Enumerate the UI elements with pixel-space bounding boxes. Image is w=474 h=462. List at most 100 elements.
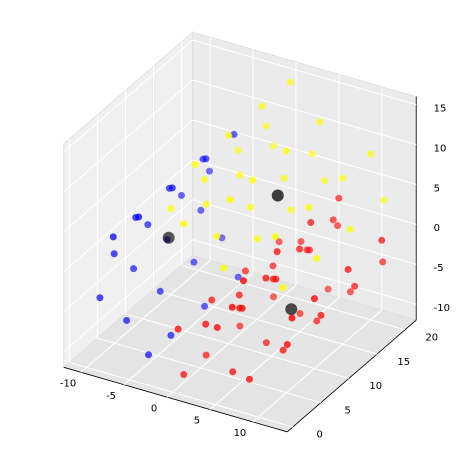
grid-line <box>166 284 297 398</box>
z-tick-label: -5 <box>434 263 444 274</box>
point <box>279 346 287 354</box>
z-tick-label: 0 <box>434 223 440 234</box>
point <box>262 339 270 347</box>
grid-line <box>63 79 194 193</box>
point <box>346 288 354 296</box>
point <box>339 174 347 182</box>
point <box>202 155 210 163</box>
point <box>269 262 277 270</box>
x-tick-label: 0 <box>151 403 157 414</box>
grid-line <box>63 199 194 312</box>
grid-line <box>209 297 340 410</box>
point <box>308 150 316 158</box>
point <box>202 320 210 328</box>
point <box>177 191 185 199</box>
point <box>206 167 214 175</box>
grid-line <box>181 264 406 331</box>
point <box>245 375 253 383</box>
point <box>271 189 284 202</box>
point <box>213 324 221 332</box>
point <box>279 284 287 292</box>
point <box>287 206 295 214</box>
axis-line <box>63 366 288 433</box>
point <box>269 293 277 301</box>
y-tick-label: 15 <box>397 357 410 368</box>
point <box>262 122 270 130</box>
point <box>191 161 199 169</box>
x-tick-label: -10 <box>60 378 76 389</box>
point <box>269 142 277 150</box>
y-tick-label: 5 <box>344 405 350 416</box>
point <box>201 176 209 184</box>
point <box>236 171 244 179</box>
point <box>238 304 246 312</box>
point <box>335 194 343 202</box>
point <box>144 351 152 359</box>
point <box>253 235 261 243</box>
point <box>110 250 118 258</box>
y-tick-label: 0 <box>316 430 322 441</box>
point <box>190 258 198 266</box>
point <box>180 220 188 228</box>
point <box>234 146 242 154</box>
point <box>96 294 104 302</box>
y-tick-label: 20 <box>425 333 438 344</box>
point <box>208 296 216 304</box>
grid-line <box>192 199 417 265</box>
point <box>317 311 325 319</box>
grid-line <box>192 79 417 146</box>
point <box>329 216 337 224</box>
grid-line <box>123 272 254 386</box>
point <box>213 232 221 240</box>
point <box>144 221 152 229</box>
point <box>367 150 375 158</box>
point <box>249 176 257 184</box>
grid-line <box>63 239 194 352</box>
x-tick-label: -5 <box>106 391 116 402</box>
grid-line <box>192 239 417 305</box>
point <box>230 130 238 138</box>
grid-line <box>63 39 194 153</box>
point <box>380 196 388 204</box>
point <box>167 205 175 213</box>
point <box>296 245 304 253</box>
point <box>344 265 352 273</box>
point <box>297 238 305 246</box>
point <box>180 371 188 379</box>
point <box>285 303 298 316</box>
point <box>283 340 291 348</box>
grid-line <box>192 39 417 106</box>
axis-line <box>286 319 417 433</box>
point <box>162 231 175 244</box>
grid-line <box>192 159 417 225</box>
point <box>307 218 315 226</box>
point <box>109 233 117 241</box>
point <box>273 248 281 256</box>
point <box>202 351 210 359</box>
z-tick-label: 10 <box>434 143 447 154</box>
point <box>324 285 332 293</box>
point <box>275 238 283 246</box>
grid-line <box>192 119 417 185</box>
x-tick-label: 10 <box>234 428 247 439</box>
point <box>313 317 321 325</box>
point <box>280 174 288 182</box>
x-tick-label: 5 <box>194 416 200 427</box>
point <box>201 302 209 310</box>
grid-line <box>153 289 378 355</box>
point <box>130 265 138 273</box>
point <box>296 309 304 317</box>
point <box>262 274 270 282</box>
z-tick-label: -10 <box>434 303 450 314</box>
point <box>288 314 296 322</box>
point <box>241 267 249 275</box>
point <box>258 102 266 110</box>
point <box>378 236 386 244</box>
z-tick-label: 5 <box>434 183 440 194</box>
point <box>234 273 242 281</box>
point <box>306 246 314 254</box>
point <box>321 177 329 185</box>
point <box>167 331 175 339</box>
